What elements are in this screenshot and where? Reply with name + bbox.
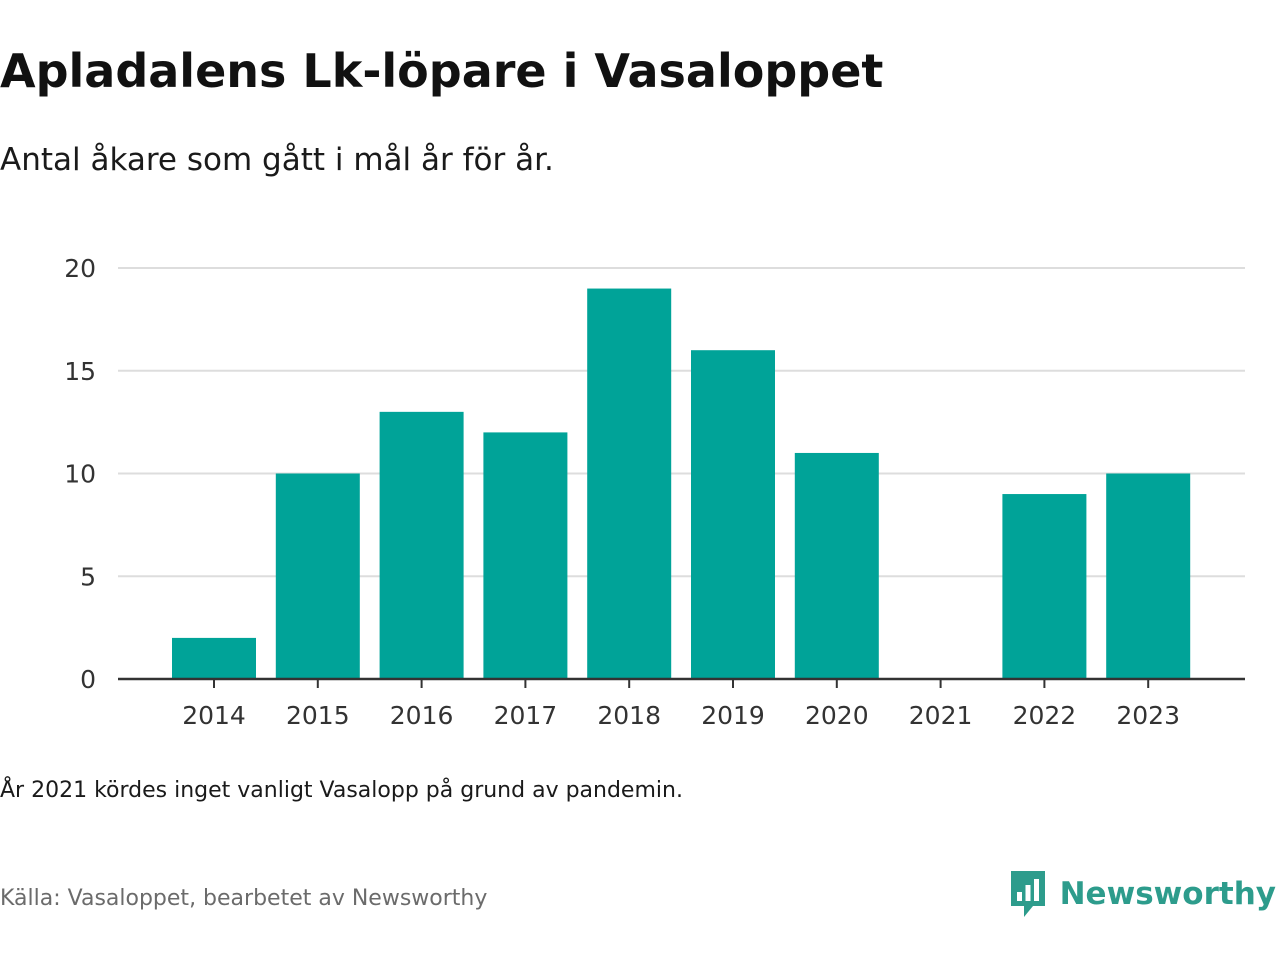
x-tick-label: 2015 (286, 701, 350, 730)
x-tick-label: 2022 (1013, 701, 1077, 730)
x-tick-label: 2023 (1116, 701, 1180, 730)
x-tick-label: 2021 (909, 701, 973, 730)
brand-name: Newsworthy (1059, 876, 1276, 912)
bar-2018 (587, 288, 672, 679)
chart-title: Apladalens Lk-löpare i Vasaloppet (0, 44, 884, 98)
bar-chart: 0 5 10 15 20 2014 2015 2016 2017 2018 2019 2020 202… (64, 254, 1245, 730)
x-tick-label: 2014 (182, 701, 246, 730)
y-tick-label: 0 (80, 665, 96, 694)
y-tick-label: 5 (80, 562, 96, 591)
bar-2023 (1106, 473, 1191, 679)
x-tick-label: 2016 (390, 701, 454, 730)
x-tick-label: 2020 (805, 701, 869, 730)
x-tick-label: 2017 (494, 701, 558, 730)
bar-2017 (483, 432, 568, 679)
brand-logo: Newsworthy (1008, 868, 1276, 920)
bar-2020 (794, 452, 879, 679)
y-tick-label: 15 (64, 357, 96, 386)
chart-note: År 2021 kördes inget vanligt Vasalopp på… (0, 778, 683, 803)
y-tick-label: 10 (64, 460, 96, 489)
chart-subtitle: Antal åkare som gått i mål år för år. (0, 142, 554, 178)
x-tick-label: 2018 (597, 701, 661, 730)
x-tick-label: 2019 (701, 701, 765, 730)
x-axis-ticks: 2014 2015 2016 2017 2018 2019 2020 2021 2022 2023 (182, 679, 1180, 730)
bar-2015 (275, 473, 360, 679)
source-credit: Källa: Vasaloppet, bearbetet av Newswort… (0, 886, 488, 911)
bars (172, 288, 1191, 679)
bar-2016 (379, 411, 464, 679)
bar-2014 (172, 637, 256, 679)
y-tick-label: 20 (64, 254, 96, 283)
bar-2019 (691, 350, 775, 679)
bar-2022 (1002, 494, 1087, 679)
newsworthy-logo-icon (1010, 871, 1045, 917)
y-axis-ticks: 0 5 10 15 20 (64, 254, 96, 694)
